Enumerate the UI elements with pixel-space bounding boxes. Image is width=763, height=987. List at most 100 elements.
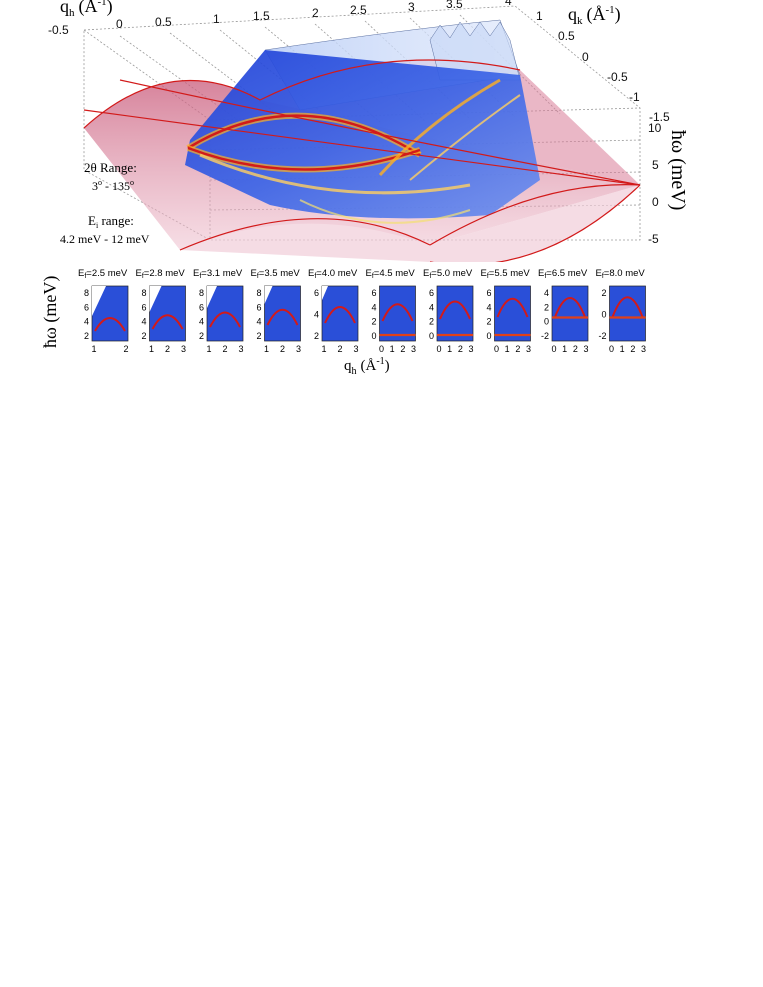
ef-panel-ytick: 2 [429,317,434,327]
qk-tick: 0 [582,50,589,64]
ef-panel-title: Ef=2.8 meV [136,268,186,280]
dispersion-3d-figure: -0.5 0 0.5 1 1.5 2 2.5 3 3.5 4 qh (Å-1) 1… [48,0,689,262]
ef-panel-ytick: 8 [84,288,89,298]
ef-panel-ytick: 2 [601,288,606,298]
ef-panel-xtick: 2 [123,344,128,354]
ef-panel-xtick: 3 [296,344,301,354]
panels-y-axis-label: ħω (meV) [40,276,61,348]
ef-panel-xtick: 1 [206,344,211,354]
dispersion-arc [381,303,414,322]
ef-panel-ytick: 0 [601,310,606,320]
energy-axis-label: ħω (meV) [667,130,689,210]
dispersion-curves [186,78,521,224]
ef-panel-ytick: 0 [371,331,376,341]
qk-ticks: 1 0.5 0 -0.5 -1 -1.5 [536,9,670,124]
ef-panel-xtick: 3 [181,344,186,354]
ef-panel-xtick: 0 [436,344,441,354]
qh-ticks: -0.5 0 0.5 1 1.5 2 2.5 3 3.5 4 [48,0,512,37]
ef-panel-ytick: 8 [256,288,261,298]
dispersion-arc [496,297,529,318]
ef-panel-xtick: 2 [222,344,227,354]
ef-panel-title: Ef=3.5 meV [251,268,301,280]
two-theta-label: 2θ Range: [84,160,137,175]
ef-panel-ytick: 2 [544,302,549,312]
panels-x-axis-label: qh (Å-1) [344,356,390,377]
qh-tick: 1.5 [253,9,270,23]
ef-panel-xtick: 2 [400,344,405,354]
qk-tick: 0.5 [558,29,575,43]
ef-panel-xtick: 2 [573,344,578,354]
qk-axis-label: qk (Å-1) [568,4,621,27]
ef-panel-xtick: 1 [505,344,510,354]
ef-panel-xtick: 1 [620,344,625,354]
ef-panel-ytick: 0 [429,331,434,341]
ef-panel-title: Ef=8.0 meV [596,268,646,280]
ef-panel-ytick: 6 [371,288,376,298]
energy-ticks: 10 5 0 -5 [648,121,662,246]
qk-tick: 1 [536,9,543,23]
qh-tick: 3.5 [446,0,463,11]
energy-tick: 5 [652,158,659,172]
ei-range-label: Ei range: [88,213,134,230]
dispersion-arc [209,311,241,328]
kinematic-limit [149,286,162,312]
qh-tick: 2.5 [350,3,367,17]
ef-panel-xtick: 3 [411,344,416,354]
ef-panel-xtick: 0 [609,344,614,354]
ef-panel-ytick: 2 [256,331,261,341]
ef-panel-map [609,285,646,342]
ef-panel-xtick: 2 [165,344,170,354]
ef-panel-xtick: 2 [280,344,285,354]
ef-panel-title: Ef=3.1 meV [193,268,243,280]
ef-panel-ytick: 8 [199,288,204,298]
ef-panel-xtick: 1 [562,344,567,354]
ef-panel-title: Ef=2.5 meV [78,268,128,280]
ef-panel-ytick: 4 [314,310,319,320]
ef-panel-map [321,285,359,342]
kinematic-limit [264,286,273,304]
ef-panel-ytick: 4 [486,302,491,312]
kinematic-limit [207,286,217,308]
ef-panel-ytick: 2 [371,317,376,327]
cone-edges [83,59,641,262]
ef-panel-ytick: -2 [541,331,549,341]
qh-tick: 2 [312,6,319,20]
ef-panel-ytick: 4 [429,302,434,312]
ef-panel-xtick: 2 [515,344,520,354]
ef-panel-xtick: 1 [447,344,452,354]
ef-panel-xtick: 1 [321,344,326,354]
ef-panel-title: Ef=5.5 meV [481,268,531,280]
ef-panel-xtick: 3 [238,344,243,354]
ef-panel-ytick: 4 [256,317,261,327]
qh-tick: 1 [213,12,220,26]
ef-panel-ytick: 4 [199,317,204,327]
qk-tick: -1 [629,90,640,104]
ef-panel-ytick: 4 [544,288,549,298]
ef-panel-ytick: 0 [544,317,549,327]
ef-panel-xtick: 3 [526,344,531,354]
ef-panel-ytick: 2 [486,317,491,327]
dispersion-arc [439,300,471,320]
ef-panel-ytick: 6 [486,288,491,298]
ef-panel-ytick: 6 [141,302,146,312]
ef-panel-ytick: 6 [429,288,434,298]
ef-panel-xtick: 3 [641,344,646,354]
qh-tick: -0.5 [48,23,69,37]
qh-tick: 0 [116,17,123,31]
ef-panel-xtick: 0 [551,344,556,354]
dispersion-arc [554,297,586,318]
ef-panel-xtick: 0 [379,344,384,354]
ef-panel-xtick: 3 [583,344,588,354]
two-theta-value: 3o - 135o [92,178,134,193]
dispersion-arc [611,296,644,318]
energy-tick: 0 [652,195,659,209]
